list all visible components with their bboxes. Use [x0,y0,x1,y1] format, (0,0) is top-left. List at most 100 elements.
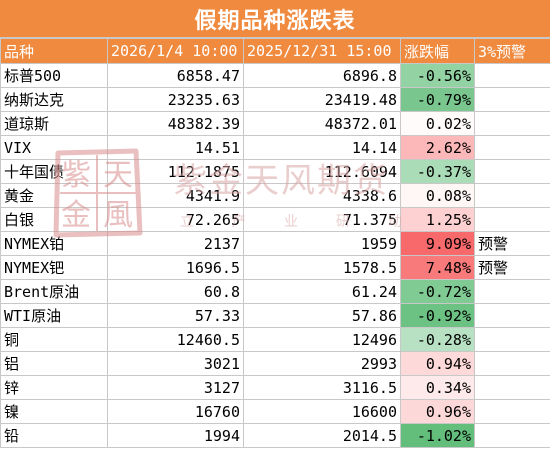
header-alert: 3%预警 [474,38,550,64]
product-name-cell: NYMEX铂 [0,231,108,256]
previous-price-cell: 1959 [243,231,401,256]
alert-cell: 预警 [474,231,550,256]
previous-price-cell: 112.6094 [243,159,401,184]
table-row: 铝 3021 2993 0.94% [0,351,550,376]
alert-cell [474,399,550,424]
current-price-cell: 12460.5 [107,327,244,352]
previous-price-cell: 4338.6 [243,183,401,208]
change-percent-cell: 1.25% [400,207,475,232]
current-price-cell: 1994 [107,423,244,448]
current-price-cell: 48382.39 [107,111,244,136]
product-name-cell: 镍 [0,399,108,424]
product-name-cell: 锌 [0,375,108,400]
change-percent-cell: 0.02% [400,111,475,136]
current-price-cell: 60.8 [107,279,244,304]
header-date-previous: 2025/12/31 15:00 [243,38,401,64]
table-row: NYMEX钯 1696.5 1578.5 7.48% 预警 [0,255,550,280]
table-row: WTI原油 57.33 57.86 -0.92% [0,303,550,328]
change-percent-cell: 7.48% [400,255,475,280]
product-name-cell: 黄金 [0,183,108,208]
alert-cell [474,423,550,448]
previous-price-cell: 71.375 [243,207,401,232]
product-name-cell: 铜 [0,327,108,352]
current-price-cell: 72.265 [107,207,244,232]
current-price-cell: 3127 [107,375,244,400]
change-percent-cell: -0.28% [400,327,475,352]
previous-price-cell: 48372.01 [243,111,401,136]
alert-cell [474,87,550,112]
product-name-cell: Brent原油 [0,279,108,304]
current-price-cell: 6858.47 [107,63,244,88]
current-price-cell: 16760 [107,399,244,424]
previous-price-cell: 23419.48 [243,87,401,112]
product-name-cell: 纳斯达克 [0,87,108,112]
change-percent-cell: 9.09% [400,231,475,256]
previous-price-cell: 6896.8 [243,63,401,88]
header-change: 涨跌幅 [400,38,475,64]
previous-price-cell: 2993 [243,351,401,376]
change-percent-cell: 0.96% [400,399,475,424]
table-row: 白银 72.265 71.375 1.25% [0,207,550,232]
change-percent-cell: 2.62% [400,135,475,160]
product-name-cell: WTI原油 [0,303,108,328]
alert-cell: 预警 [474,255,550,280]
current-price-cell: 1696.5 [107,255,244,280]
current-price-cell: 14.51 [107,135,244,160]
table-row: NYMEX铂 2137 1959 9.09% 预警 [0,231,550,256]
alert-cell [474,375,550,400]
current-price-cell: 4341.9 [107,183,244,208]
table-row: 铜 12460.5 12496 -0.28% [0,327,550,352]
change-percent-cell: 0.94% [400,351,475,376]
change-percent-cell: -0.56% [400,63,475,88]
table-row: 镍 16760 16600 0.96% [0,399,550,424]
change-percent-cell: -0.72% [400,279,475,304]
table-row: 十年国债 112.1875 112.6094 -0.37% [0,159,550,184]
current-price-cell: 112.1875 [107,159,244,184]
table-row: 道琼斯 48382.39 48372.01 0.02% [0,111,550,136]
table-row: 纳斯达克 23235.63 23419.48 -0.79% [0,87,550,112]
previous-price-cell: 57.86 [243,303,401,328]
change-percent-cell: -0.79% [400,87,475,112]
product-name-cell: NYMEX钯 [0,255,108,280]
product-name-cell: VIX [0,135,108,160]
change-percent-cell: 0.08% [400,183,475,208]
previous-price-cell: 61.24 [243,279,401,304]
alert-cell [474,303,550,328]
change-table: 品种 2026/1/4 10:00 2025/12/31 15:00 涨跌幅 3… [0,38,550,448]
product-name-cell: 道琼斯 [0,111,108,136]
current-price-cell: 57.33 [107,303,244,328]
change-percent-cell: -1.02% [400,423,475,448]
previous-price-cell: 3116.5 [243,375,401,400]
previous-price-cell: 1578.5 [243,255,401,280]
table-row: Brent原油 60.8 61.24 -0.72% [0,279,550,304]
header-product: 品种 [0,38,108,64]
product-name-cell: 铅 [0,423,108,448]
change-percent-cell: -0.37% [400,159,475,184]
alert-cell [474,351,550,376]
current-price-cell: 23235.63 [107,87,244,112]
product-name-cell: 白银 [0,207,108,232]
previous-price-cell: 2014.5 [243,423,401,448]
change-percent-cell: 0.34% [400,375,475,400]
header-date-current: 2026/1/4 10:00 [107,38,244,64]
alert-cell [474,327,550,352]
product-name-cell: 标普500 [0,63,108,88]
alert-cell [474,183,550,208]
header-row: 品种 2026/1/4 10:00 2025/12/31 15:00 涨跌幅 3… [0,38,550,64]
alert-cell [474,63,550,88]
product-name-cell: 十年国债 [0,159,108,184]
current-price-cell: 3021 [107,351,244,376]
table-row: 黄金 4341.9 4338.6 0.08% [0,183,550,208]
table-title: 假期品种涨跌表 [194,8,356,34]
table-row: VIX 14.51 14.14 2.62% [0,135,550,160]
previous-price-cell: 14.14 [243,135,401,160]
alert-cell [474,135,550,160]
alert-cell [474,159,550,184]
product-name-cell: 铝 [0,351,108,376]
change-percent-cell: -0.92% [400,303,475,328]
current-price-cell: 2137 [107,231,244,256]
table-row: 标普500 6858.47 6896.8 -0.56% [0,63,550,88]
alert-cell [474,207,550,232]
previous-price-cell: 16600 [243,399,401,424]
